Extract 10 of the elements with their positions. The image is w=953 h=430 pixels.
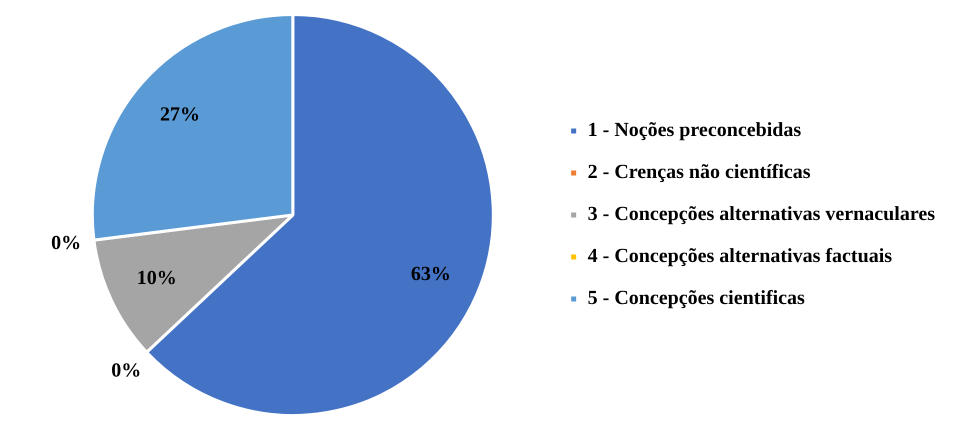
data-label: 27% <box>160 104 200 126</box>
legend-label: 1 - Noções preconcebidas <box>588 119 802 142</box>
data-label: 10% <box>136 267 177 290</box>
legend-label: 3 - Concepções alternativas vernaculares <box>588 203 936 226</box>
legend-label: 2 - Crenças não científicas <box>588 161 811 184</box>
data-label: 63% <box>410 262 451 285</box>
text: 0% <box>51 232 82 254</box>
legend-label: 5 - Concepções cientificas <box>588 287 806 310</box>
text: 0% <box>111 360 142 382</box>
legend-label: 4 - Concepções alternativas factuais <box>588 245 892 268</box>
